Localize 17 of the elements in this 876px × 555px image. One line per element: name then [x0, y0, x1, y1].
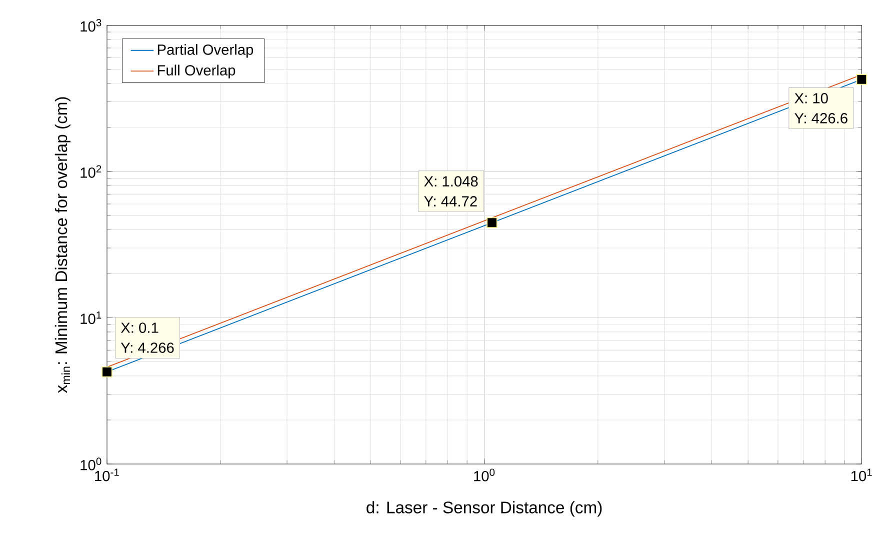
legend-label: Full Overlap — [158, 64, 236, 78]
y-tick-label: 10$^{1}$ — [80, 312, 102, 324]
x-tick-label: 10$^{0}$ — [474, 468, 495, 482]
x-tick-label: 10$^{-1}$ — [95, 468, 119, 482]
y-tick-label: 10$^{0}$ — [80, 458, 102, 470]
legend-label: Partial Overlap — [158, 44, 254, 58]
x-tick-label: 10$^{1}$ — [851, 468, 872, 482]
y-axis-title: x$_{min}$: Minimum Distance for overlap (cm) — [54, 97, 70, 393]
annotation: X: 0.1 — [120, 322, 158, 333]
x-axis-title: d: Laser - Sensor Distance (cm) — [366, 501, 602, 517]
annotation: Y: 44.72 — [424, 196, 477, 206]
y-tick-label: 10$^{3}$ — [80, 19, 102, 32]
annotation: X: 1.048 — [424, 176, 478, 187]
annotation: Y: 4.266 — [120, 342, 174, 353]
y-tick-label: 10$^{2}$ — [80, 165, 102, 178]
annotation: X: 10 — [794, 93, 828, 104]
annotation: Y: 426.6 — [794, 113, 848, 124]
